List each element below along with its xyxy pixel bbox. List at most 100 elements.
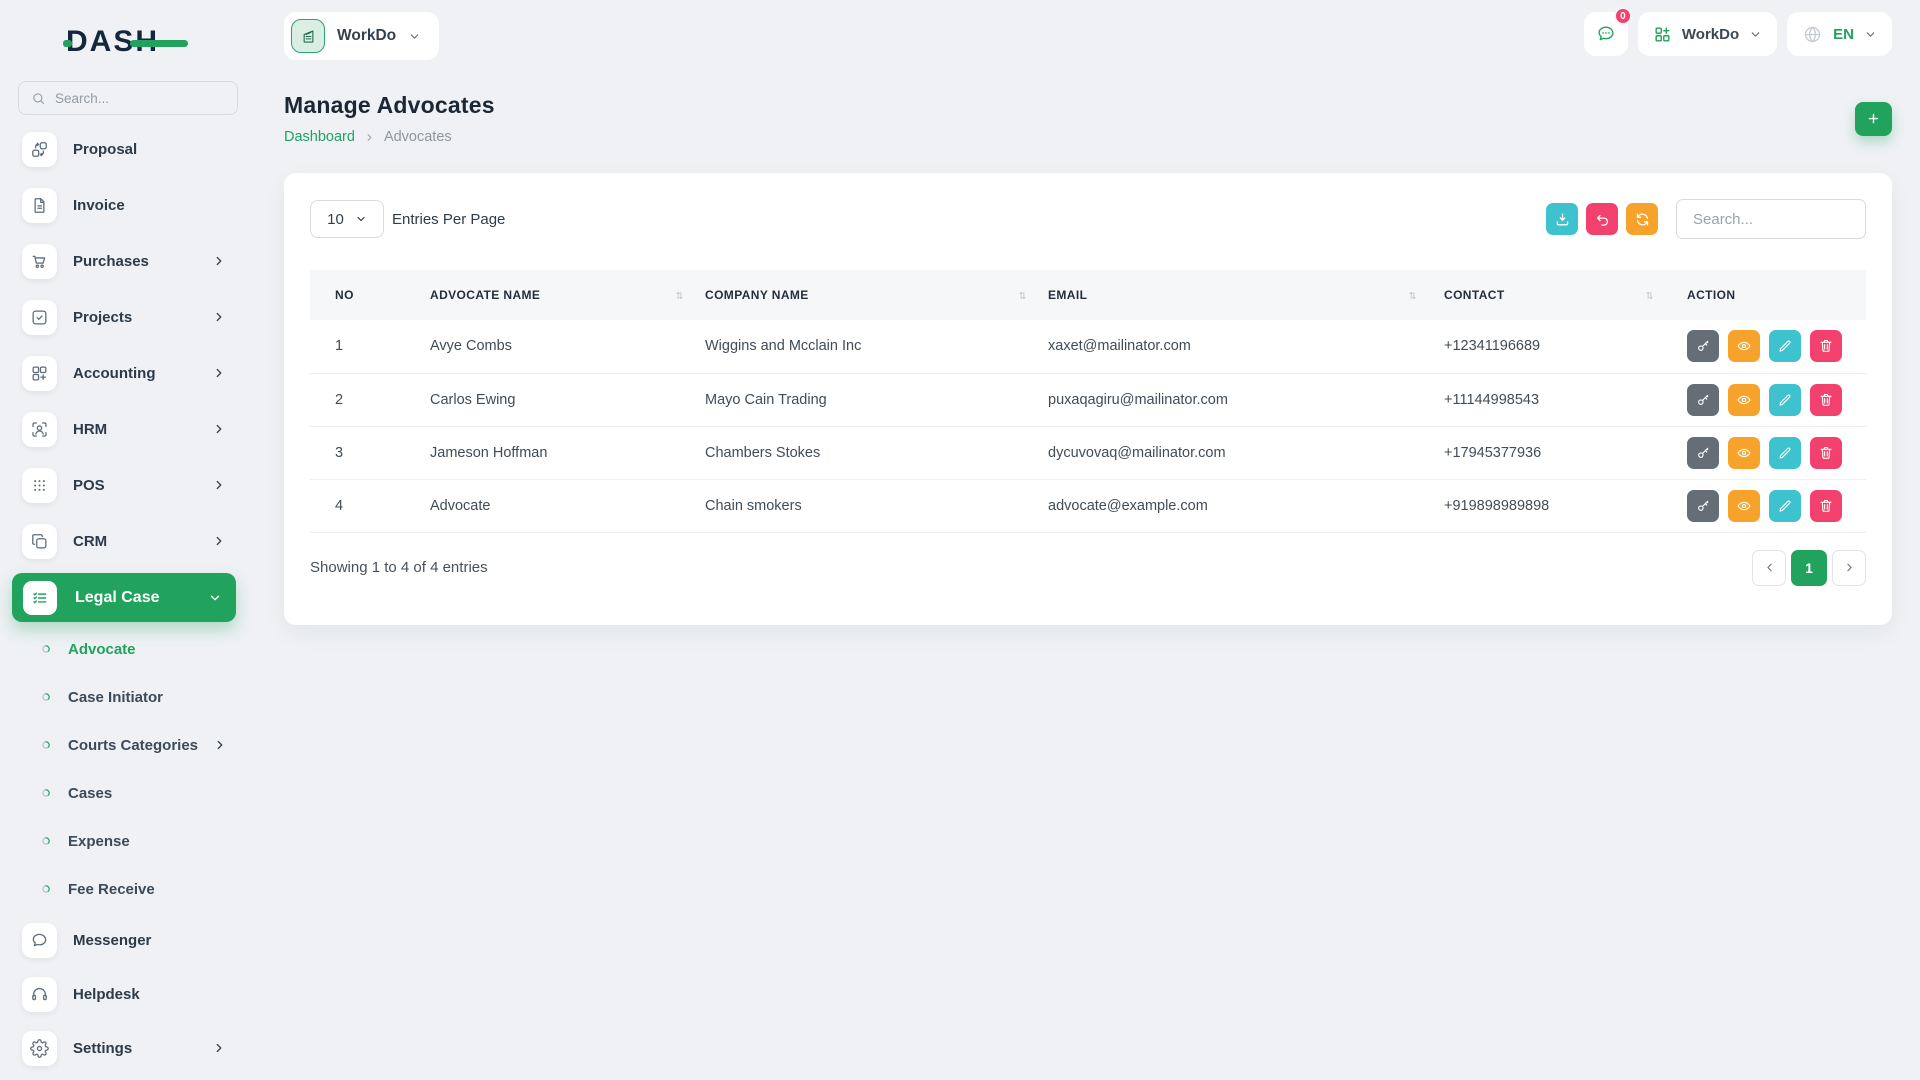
sidebar-item-invoice[interactable]: Invoice [0,177,240,233]
language-label: EN [1833,25,1854,43]
sort-icon [1409,291,1416,299]
view-button[interactable] [1728,436,1760,469]
messenger-icon [32,933,47,946]
sidebar-subitem-label: Advocate [68,640,136,658]
sidebar-item-label: Purchases [73,252,149,270]
edit-button[interactable] [1769,383,1801,416]
view-button[interactable] [1728,330,1760,363]
export-button[interactable] [1546,203,1578,235]
sidebar-subitem-case-initiator[interactable]: Case Initiator [0,673,240,721]
cell-contact: +11144998543 [1428,373,1665,427]
apps-label: WorkDo [1681,25,1740,43]
login-as-button[interactable] [1687,489,1719,522]
column-header-contact[interactable]: CONTACT [1428,270,1665,320]
sidebar-item-hrm[interactable]: HRM [0,401,240,457]
delete-button[interactable] [1810,436,1842,469]
cell-advocate-name: Avye Combs [420,320,695,374]
table-search-input[interactable] [1676,199,1866,239]
sidebar-item-helpdesk[interactable]: Helpdesk [0,967,240,1021]
sort-icon [1646,291,1653,299]
sidebar-item-crm[interactable]: CRM [0,513,240,569]
chevron-right-icon [217,740,223,750]
search-icon [31,91,46,106]
cell-advocate-name: Carlos Ewing [420,373,695,427]
breadcrumb-dashboard-link[interactable]: Dashboard [284,129,355,145]
sidebar-item-purchases[interactable]: Purchases [0,233,240,289]
chevron-down-icon [1751,31,1760,37]
table-row: 1 Avye Combs Wiggins and Mcclain Inc xaxet@… [310,320,1866,374]
cell-email: dycuvovaq@mailinator.com [1038,426,1428,480]
cell-no: 3 [310,426,420,480]
sidebar-subitem-fee-receive[interactable]: Fee Receive [0,865,240,913]
column-header-no: NO [310,270,420,320]
apps-dropdown[interactable]: WorkDo [1637,12,1778,56]
sidebar-item-pos[interactable]: POS [0,457,240,513]
delete-button[interactable] [1810,330,1842,363]
edit-button[interactable] [1769,489,1801,522]
edit-button[interactable] [1769,330,1801,363]
cell-company-name: Mayo Cain Trading [695,373,1038,427]
cell-email: puxaqagiru@mailinator.com [1038,373,1428,427]
delete-button[interactable] [1810,489,1842,522]
messages-button[interactable]: 0 [1583,7,1632,56]
login-as-button[interactable] [1687,383,1719,416]
sidebar-item-label: Proposal [73,140,138,158]
login-as-button[interactable] [1687,330,1719,363]
view-button[interactable] [1728,383,1760,416]
messages-badge: 0 [1613,7,1632,25]
sidebar-item-messenger[interactable]: Messenger [0,913,240,967]
breadcrumb: Dashboard Advocates [284,129,495,145]
cell-advocate-name: Jameson Hoffman [420,426,695,480]
sidebar: DASH Proposal Invoice Purchases Projects Acc… [0,0,240,1080]
workspace-dropdown[interactable]: WorkDo [284,12,440,60]
current-page-button[interactable]: 1 [1791,549,1827,586]
sidebar-item-accounting[interactable]: Accounting [0,345,240,401]
prev-page-button[interactable] [1752,549,1786,586]
sidebar-search-input[interactable] [55,90,225,106]
company-icon [303,29,313,43]
sidebar-subitem-advocate[interactable]: Advocate [0,625,240,673]
chat-icon [1598,26,1614,41]
column-header-company-name[interactable]: COMPANY NAME [695,270,1038,320]
pencil-icon [1779,446,1791,459]
entries-per-page-select[interactable]: 10 [310,200,384,238]
cell-actions [1665,373,1866,427]
main-content: WorkDo 0 WorkDo EN [240,0,1920,1080]
sidebar-item-label: HRM [73,420,108,438]
undo-button[interactable] [1586,203,1618,235]
cell-contact: +17945377936 [1428,426,1665,480]
cell-no: 4 [310,479,420,533]
sidebar-item-legal-case[interactable]: Legal Case [12,573,236,622]
chevron-right-icon [1846,563,1852,572]
sidebar-subitem-label: Cases [68,784,113,802]
circle-bullet-icon [42,693,50,701]
column-header-advocate-name[interactable]: ADVOCATE NAME [420,270,695,320]
sidebar-item-projects[interactable]: Projects [0,289,240,345]
app-logo[interactable]: DASH [63,26,188,58]
cell-contact: +12341196689 [1428,320,1665,374]
add-advocate-button[interactable] [1855,101,1892,136]
delete-button[interactable] [1810,383,1842,416]
crm-icon [32,533,47,548]
trash-icon [1820,393,1832,406]
view-button[interactable] [1728,489,1760,522]
key-icon [1698,447,1709,458]
topbar-right: 0 WorkDo EN [1583,7,1892,56]
key-icon [1698,394,1709,405]
language-dropdown[interactable]: EN [1787,12,1892,56]
edit-button[interactable] [1769,436,1801,469]
column-header-email[interactable]: EMAIL [1038,270,1428,320]
sidebar-subitem-courts-categories[interactable]: Courts Categories [0,721,240,769]
login-as-button[interactable] [1687,436,1719,469]
sidebar-subitem-expense[interactable]: Expense [0,817,240,865]
next-page-button[interactable] [1832,549,1866,586]
chevron-right-icon [216,312,222,322]
refresh-button[interactable] [1626,203,1658,235]
sidebar-subitem-cases[interactable]: Cases [0,769,240,817]
sidebar-item-settings[interactable]: Settings [0,1021,240,1075]
sidebar-item-proposal[interactable]: Proposal [0,121,240,177]
cell-no: 1 [310,320,420,374]
search-icon [33,92,44,104]
chevron-right-icon [216,536,222,546]
